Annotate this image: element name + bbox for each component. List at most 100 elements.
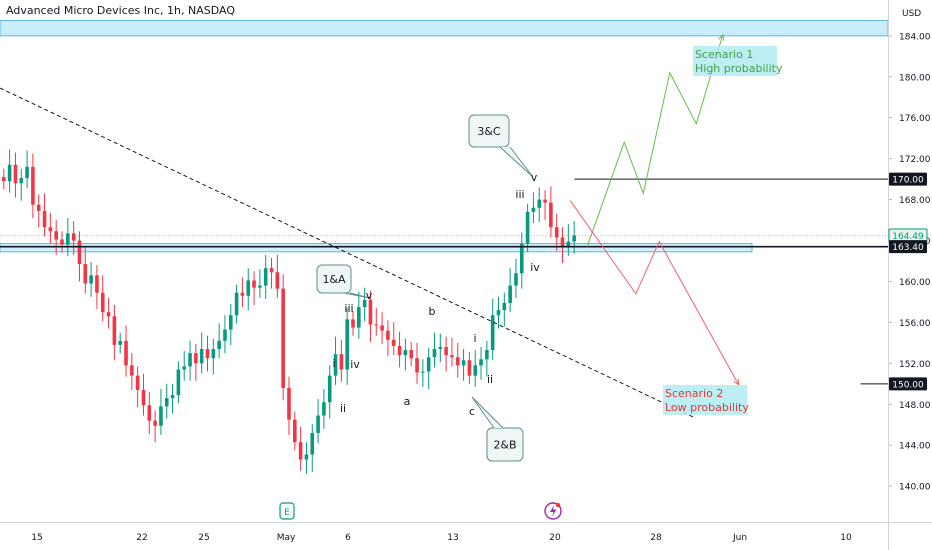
candle-body xyxy=(380,325,384,331)
callout-pointer xyxy=(343,292,371,299)
candle-body xyxy=(467,360,472,376)
candle-body xyxy=(258,285,262,288)
scenario-1-path-arrowhead xyxy=(718,33,725,41)
candle-body xyxy=(368,299,373,325)
candle-body xyxy=(298,442,303,460)
y-tick-label: 144.00 xyxy=(899,442,931,452)
candle-body xyxy=(153,420,157,426)
candle-body xyxy=(479,359,483,366)
candle-body xyxy=(141,389,146,406)
x-tick-label: 25 xyxy=(198,533,209,543)
candle-body xyxy=(502,302,507,311)
candle-body xyxy=(194,353,198,364)
candle-body xyxy=(519,243,524,274)
lightning-dot xyxy=(555,502,561,508)
candle-body xyxy=(188,353,192,367)
candle-body xyxy=(164,398,169,407)
candle-body xyxy=(549,202,553,228)
candle-body xyxy=(386,330,390,340)
trendline xyxy=(0,87,695,419)
candle-body xyxy=(461,360,466,366)
x-tick-label: 13 xyxy=(447,533,458,543)
x-tick-label: 28 xyxy=(650,533,662,543)
candle-body xyxy=(95,275,99,293)
candle-body xyxy=(525,211,530,244)
candle-body xyxy=(409,350,413,359)
candle-body xyxy=(351,319,355,328)
wave-label: a xyxy=(404,395,411,408)
candle-body xyxy=(246,280,251,296)
y-tick-label: 180.00 xyxy=(899,73,931,83)
candle-body xyxy=(572,235,576,242)
scenario-1-label-line1: Scenario 1 xyxy=(695,48,753,61)
candle-body xyxy=(374,324,379,326)
callout-label: 3&C xyxy=(477,125,501,138)
support-zone xyxy=(0,243,753,253)
candle-body xyxy=(357,307,361,328)
candle-body xyxy=(287,387,291,420)
candle-body xyxy=(444,346,448,356)
candle-body xyxy=(147,405,152,421)
candle-body xyxy=(228,315,233,330)
candle-body xyxy=(310,432,315,455)
candle-body xyxy=(391,339,396,346)
candle-body xyxy=(362,299,367,308)
callout-pointer xyxy=(471,396,504,429)
y-tick-label: 148.00 xyxy=(899,401,931,411)
candle-body xyxy=(135,375,140,390)
currency-label: USD xyxy=(902,9,922,19)
candle-body xyxy=(293,419,297,443)
candle-body xyxy=(450,355,454,358)
candle-body xyxy=(263,268,268,286)
candle-body xyxy=(403,350,408,356)
candle-body xyxy=(432,349,437,358)
wave-label: c xyxy=(469,405,475,418)
scenario-2-label-line1: Scenario 2 xyxy=(665,387,723,400)
candle-body xyxy=(415,358,419,373)
candle-body xyxy=(42,210,47,228)
wave-label: ii xyxy=(340,402,346,415)
candle-body xyxy=(316,415,320,433)
candle-body xyxy=(106,312,111,317)
lines-layer xyxy=(0,87,888,419)
candle-body xyxy=(496,310,501,316)
candle-body xyxy=(397,345,402,356)
candle-body xyxy=(485,350,489,360)
candle-body xyxy=(100,292,105,313)
wave-label: i xyxy=(473,332,476,345)
candle-body xyxy=(54,231,58,240)
candle-body xyxy=(199,349,204,364)
candle-body xyxy=(333,354,338,376)
candle-body xyxy=(159,406,163,426)
callout-pointer xyxy=(499,146,534,178)
candle-body xyxy=(19,178,24,184)
price-badge-label: 150.00 xyxy=(892,380,924,390)
earnings-icon-glyph: E xyxy=(284,508,290,518)
candle-body xyxy=(490,315,495,351)
y-tick-label: 160.00 xyxy=(899,278,931,288)
candle-body xyxy=(130,365,134,376)
candle-body xyxy=(234,292,239,316)
scenario-2-path xyxy=(569,200,740,386)
candle-body xyxy=(124,340,128,366)
y-tick-label: 176.00 xyxy=(899,114,931,124)
resistance-zone xyxy=(0,19,889,37)
callout-box xyxy=(486,427,524,462)
candles-layer xyxy=(2,149,576,474)
wave-label: ii xyxy=(487,373,493,386)
wave-label: iii xyxy=(344,302,353,315)
candle-body xyxy=(554,227,559,238)
candle-body xyxy=(543,199,547,203)
scenario-1-label-box xyxy=(693,46,777,76)
wave-label: i xyxy=(332,357,335,370)
candle-body xyxy=(560,237,565,247)
y-tick-label: 140.00 xyxy=(899,483,931,493)
candle-body xyxy=(211,349,216,359)
candle-body xyxy=(48,227,53,232)
candle-body xyxy=(281,288,285,388)
candle-body xyxy=(7,164,12,182)
candle-body xyxy=(339,354,344,370)
